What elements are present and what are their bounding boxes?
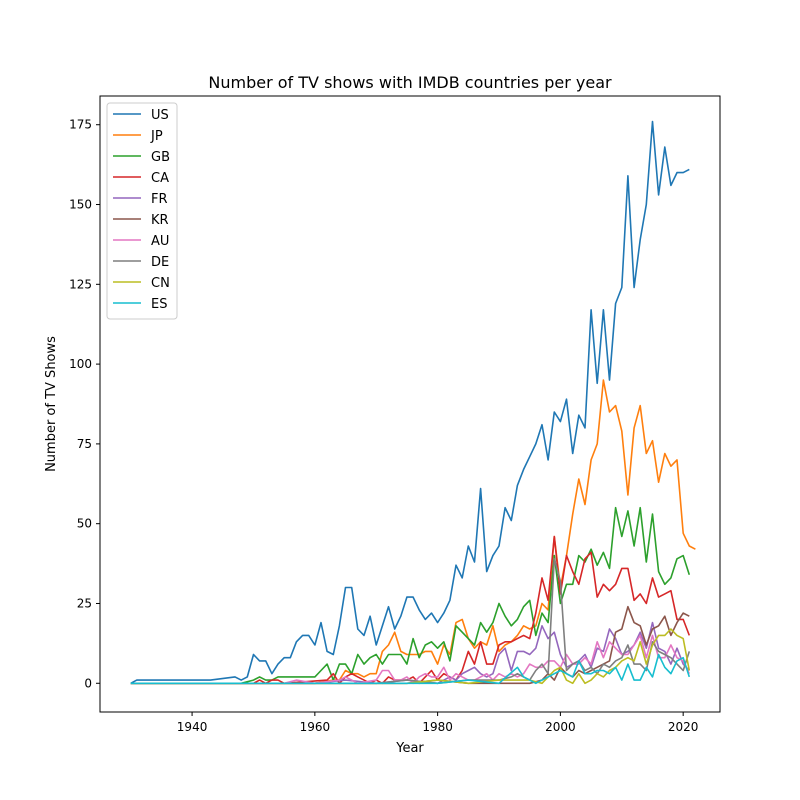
x-tick-label: 1980 <box>422 720 453 734</box>
y-tick-label: 175 <box>69 118 92 132</box>
legend-label-us: US <box>151 108 169 123</box>
y-axis: 0 25 50 75 100 125 150 175 <box>69 118 100 690</box>
x-tick-label: 1940 <box>177 720 208 734</box>
legend-label-es: ES <box>151 297 167 312</box>
y-tick-label: 0 <box>84 676 92 690</box>
x-tick-label: 2000 <box>545 720 576 734</box>
y-tick-label: 125 <box>69 277 92 291</box>
x-axis: 1940 1960 1980 2000 2020 <box>177 712 699 734</box>
x-axis-label: Year <box>395 741 424 756</box>
series-line-kr <box>130 605 690 685</box>
legend-label-cn: CN <box>151 276 170 291</box>
legend-label-au: AU <box>151 234 169 249</box>
chart-title: Number of TV shows with IMDB countries p… <box>208 73 612 92</box>
x-tick-label: 2020 <box>668 720 699 734</box>
legend-label-gb: GB <box>151 150 170 165</box>
legend-label-ca: CA <box>151 171 169 186</box>
legend-label-de: DE <box>151 255 169 270</box>
legend: US JP GB CA FR KR AU DE CN ES <box>106 102 178 320</box>
y-tick-label: 25 <box>77 596 92 610</box>
legend-box <box>106 102 178 320</box>
series-line-fr <box>130 621 690 685</box>
series-line-us <box>130 120 690 685</box>
series-line-jp <box>130 379 696 685</box>
x-tick-label: 1960 <box>300 720 331 734</box>
axes-frame <box>99 95 721 713</box>
series-line-es <box>130 653 691 685</box>
y-axis-label: Number of TV Shows <box>44 336 59 472</box>
series-layer <box>130 120 696 685</box>
legend-label-kr: KR <box>151 213 169 228</box>
series-line-ca <box>130 535 691 685</box>
legend-label-fr: FR <box>151 192 168 207</box>
y-tick-label: 75 <box>77 437 92 451</box>
series-line-gb <box>130 506 691 685</box>
legend-label-jp: JP <box>150 129 163 144</box>
y-tick-label: 150 <box>69 198 92 212</box>
y-tick-label: 50 <box>77 517 92 531</box>
plot-area <box>130 120 696 685</box>
y-tick-label: 100 <box>69 357 92 371</box>
